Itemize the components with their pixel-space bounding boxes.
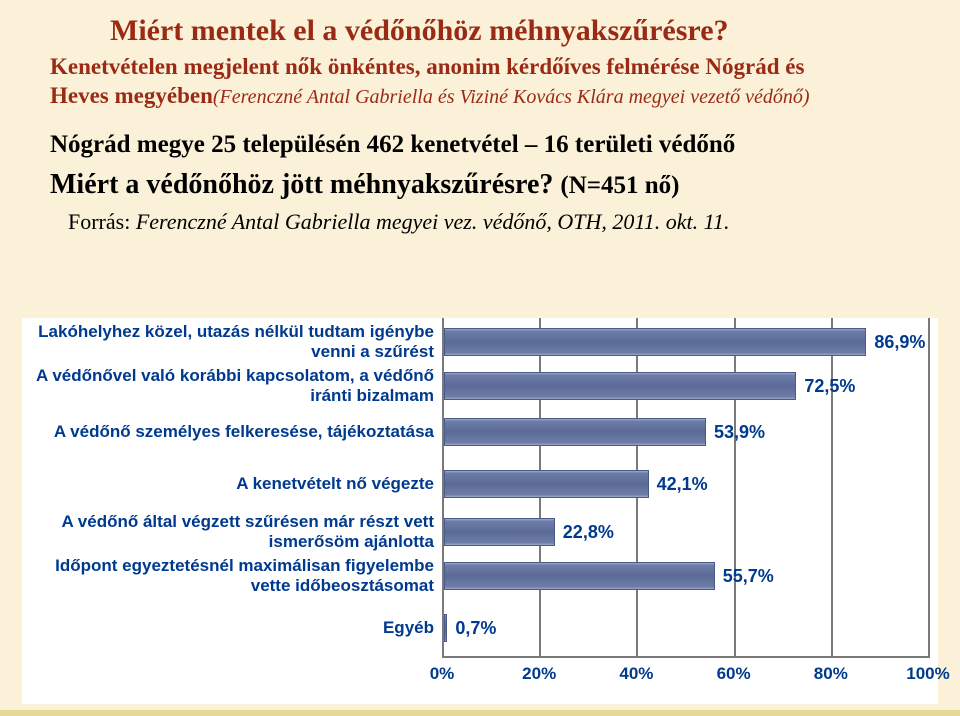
page-title: Miért mentek el a védőnőhöz méhnyakszűré… [110,14,910,48]
bar-value: 55,7% [723,562,774,590]
source-italic: Ferenczné Antal Gabriella megyei vez. vé… [136,209,730,234]
x-tick-label: 0% [430,664,455,684]
bar [444,614,447,642]
bar-value: 42,1% [657,470,708,498]
source-line: Forrás: Ferenczné Antal Gabriella megyei… [68,209,960,235]
bar [444,418,706,446]
gridline [831,318,833,656]
header: Miért mentek el a védőnőhöz méhnyakszűré… [0,0,960,111]
bar [444,518,555,546]
y-labels: Lakóhelyhez közel, utazás nélkül tudtam … [22,318,442,656]
plot-area: 86,9% 72,5% 53,9%42,1% 22,8% 55,7% 0,7% [442,318,928,656]
bar-value: 0,7% [455,614,496,642]
question-line: Miért a védőnőhöz jött méhnyakszűrésre? … [50,169,960,201]
bar-label: A védőnő által végzett szűrésen már rész… [22,510,434,554]
bar-value: 86,9% [874,328,925,356]
chart: Lakóhelyhez közel, utazás nélkül tudtam … [22,318,938,704]
x-tick-label: 40% [619,664,653,684]
bar-label: A védőnő személyes felkeresése, tájékozt… [22,418,434,446]
bar [444,372,796,400]
bar-value: 72,5% [804,372,855,400]
gridline [928,318,930,656]
source-prefix: Forrás: [68,209,136,234]
x-tick-label: 80% [814,664,848,684]
subtitle-line2a: Heves megyében [50,83,213,108]
bar-label: Egyéb [22,614,434,642]
bar [444,562,715,590]
subtitle: Kenetvételen megjelent nők önkéntes, ano… [50,52,910,111]
question-text: Miért a védőnőhöz jött méhnyakszűrésre? [50,169,560,200]
bar-label: Lakóhelyhez közel, utazás nélkül tudtam … [22,320,434,364]
bar-value: 22,8% [563,518,614,546]
bar [444,328,866,356]
x-axis: 0%20%40%60%80%100% [442,656,928,698]
bar-label: A védőnővel való korábbi kapcsolatom, a … [22,364,434,408]
x-tick-label: 20% [522,664,556,684]
bar [444,470,649,498]
gridline [734,318,736,656]
bar-value: 53,9% [714,418,765,446]
subtitle-line1: Kenetvételen megjelent nők önkéntes, ano… [50,54,804,79]
footer-strip [0,710,960,716]
x-tick-label: 60% [717,664,751,684]
x-tick-label: 100% [906,664,949,684]
bar-label: Időpont egyeztetésnél maximálisan figyel… [22,554,434,598]
info-line: Nógrád megye 25 településén 462 kenetvét… [50,131,960,159]
subtitle-line2b: (Ferenczné Antal Gabriella és Viziné Kov… [213,86,810,108]
bar-label: A kenetvételt nő végezte [22,470,434,498]
question-n: (N=451 nő) [560,172,679,199]
